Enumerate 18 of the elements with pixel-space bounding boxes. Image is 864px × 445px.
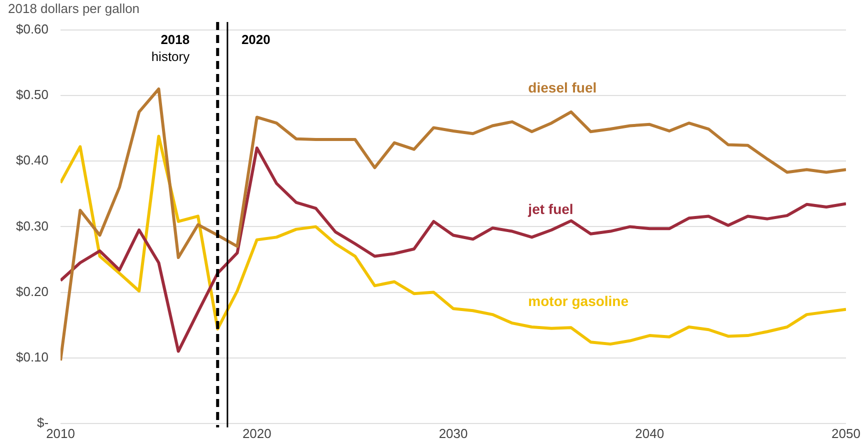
y-tick-label: $0.50: [16, 87, 49, 102]
x-tick-label: 2010: [46, 426, 75, 441]
x-tick-label: 2030: [438, 426, 468, 441]
series-label: motor gasoline: [528, 292, 629, 309]
x-tick-label: 2020: [242, 426, 272, 441]
annotation: 2020: [241, 32, 270, 48]
x-tick-label: 2050: [832, 426, 860, 441]
series-label: jet fuel: [527, 201, 574, 218]
y-tick-label: $-: [36, 414, 49, 430]
y-tick-label: $0.60: [16, 22, 49, 37]
x-tick-label: 2040: [635, 426, 664, 441]
series-label: diesel fuel: [528, 80, 597, 96]
ref-line-label: 2018 history: [151, 32, 190, 64]
y-axis-title: 2018 dollars per gallon: [8, 1, 140, 16]
y-tick-label: $0.20: [16, 284, 49, 299]
y-tick-label: $0.40: [16, 152, 49, 168]
y-tick-label: $0.30: [16, 218, 49, 234]
y-tick-label: $0.10: [16, 349, 49, 364]
